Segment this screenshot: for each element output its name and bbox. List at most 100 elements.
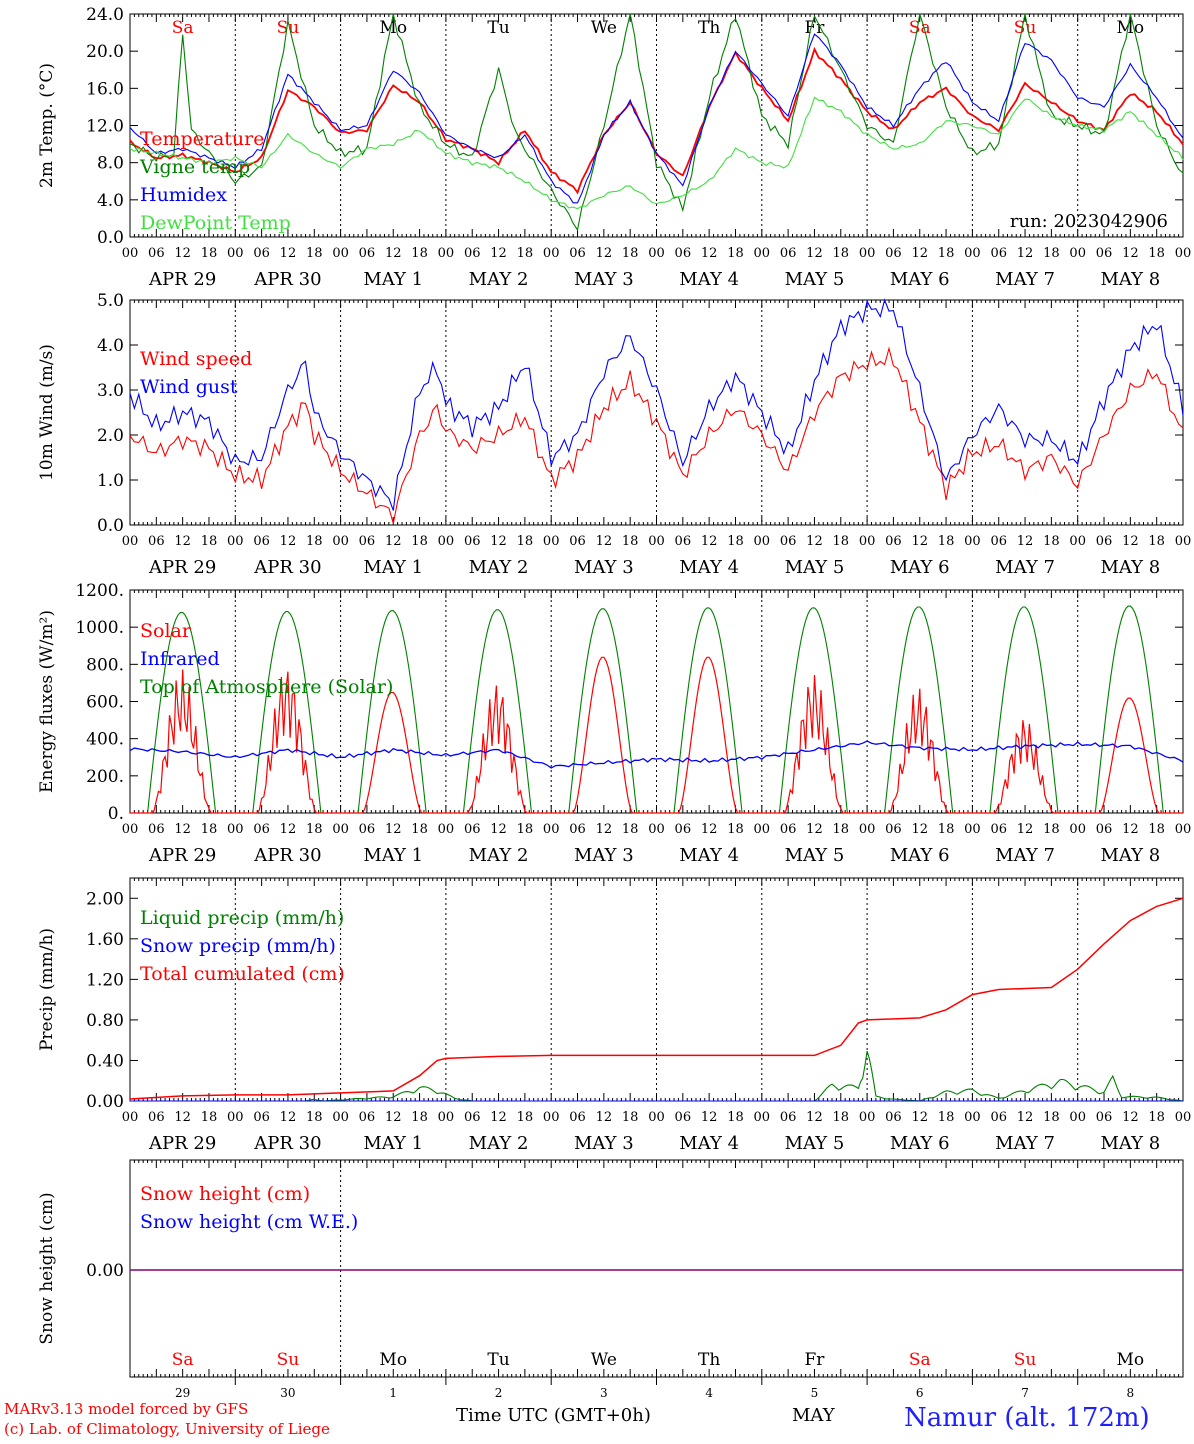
weekday-label: We <box>591 1350 617 1370</box>
weekday-label: Mo <box>379 1350 407 1370</box>
hour-tick-label: 18 <box>622 534 639 549</box>
hour-tick-label: 12 <box>701 1110 718 1125</box>
panel-1 <box>129 13 1184 238</box>
hour-tick-label: 00 <box>438 534 455 549</box>
series-total-cumulated-cm- <box>129 897 1184 1100</box>
legend-wind-speed: Wind speed <box>140 348 252 370</box>
hour-tick-label: 00 <box>859 246 876 261</box>
hour-tick-label: 00 <box>1175 534 1192 549</box>
date-label: MAY 2 <box>469 269 529 290</box>
hour-tick-label: 06 <box>1096 822 1113 837</box>
legend-snow-precip-mm-h-: Snow precip (mm/h) <box>140 935 336 957</box>
hour-tick-label: 06 <box>253 246 270 261</box>
legend-top-of-atmosphere-solar-: Top of Atmosphere (Solar) <box>140 676 393 698</box>
weekday-label: We <box>591 18 617 38</box>
y-tick-label: 1200. <box>75 581 124 601</box>
hour-tick-label: 00 <box>1069 1110 1086 1125</box>
date-label: APR 30 <box>253 269 321 290</box>
hour-tick-label: 06 <box>1096 1110 1113 1125</box>
hour-tick-label: 18 <box>306 534 323 549</box>
hour-tick-label: 00 <box>543 1110 560 1125</box>
hour-tick-label: 18 <box>306 822 323 837</box>
hour-tick-label: 18 <box>1043 246 1060 261</box>
legend-liquid-precip-mm-h-: Liquid precip (mm/h) <box>140 907 344 929</box>
hour-tick-label: 12 <box>1122 534 1139 549</box>
hour-tick-label: 12 <box>806 534 823 549</box>
series-dewpoint-temp <box>129 96 1184 210</box>
hour-tick-label: 00 <box>438 822 455 837</box>
hour-tick-label: 12 <box>490 1110 507 1125</box>
hour-tick-label: 12 <box>701 822 718 837</box>
hour-tick-label: 18 <box>1043 534 1060 549</box>
y-tick-label: 4.0 <box>97 191 124 211</box>
hour-tick-label: 06 <box>1096 534 1113 549</box>
y-axis-label: 10m Wind (m/s) <box>37 344 57 481</box>
date-label: MAY 3 <box>574 1133 634 1154</box>
hour-tick-label: 18 <box>411 534 428 549</box>
hour-tick-label: 18 <box>517 822 534 837</box>
hour-tick-label: 00 <box>859 534 876 549</box>
hour-tick-label: 06 <box>464 246 481 261</box>
date-label: MAY 7 <box>995 845 1055 866</box>
y-tick-label: 1.20 <box>86 970 124 990</box>
hour-tick-label: 12 <box>280 822 297 837</box>
legend-total-cumulated-cm-: Total cumulated (cm) <box>140 963 345 985</box>
hour-tick-label: 06 <box>148 534 165 549</box>
hour-tick-label: 18 <box>727 534 744 549</box>
y-tick-label: 3.0 <box>97 381 124 401</box>
date-label: MAY 2 <box>469 557 529 578</box>
hour-tick-label: 12 <box>280 534 297 549</box>
date-label: MAY 7 <box>995 557 1055 578</box>
date-label: MAY 8 <box>1100 557 1160 578</box>
hour-tick-label: 00 <box>754 246 771 261</box>
panel-2 <box>129 299 1184 526</box>
hour-tick-label: 00 <box>648 246 665 261</box>
hour-tick-label: 00 <box>964 822 981 837</box>
run-annotation: run: 2023042906 <box>1010 211 1168 232</box>
y-tick-label: 16.0 <box>86 79 124 99</box>
date-label: MAY 4 <box>679 557 739 578</box>
x-axis-label: Time UTC (GMT+0h) <box>456 1405 651 1426</box>
hour-tick-label: 06 <box>569 1110 586 1125</box>
hour-tick-label: 12 <box>596 534 613 549</box>
hour-tick-label: 06 <box>253 822 270 837</box>
hour-tick-label: 18 <box>1148 1110 1165 1125</box>
hour-tick-label: 06 <box>885 246 902 261</box>
hour-tick-label: 12 <box>1122 246 1139 261</box>
hour-tick-label: 00 <box>122 246 139 261</box>
hour-tick-label: 18 <box>201 1110 218 1125</box>
day-number-label: 5 <box>811 1386 819 1400</box>
hour-tick-label: 00 <box>332 534 349 549</box>
hour-tick-label: 18 <box>938 1110 955 1125</box>
month-label: MAY <box>792 1405 835 1426</box>
hour-tick-label: 06 <box>780 1110 797 1125</box>
y-tick-label: 0. <box>108 804 124 824</box>
hour-tick-label: 06 <box>359 822 376 837</box>
date-label: MAY 5 <box>785 1133 845 1154</box>
y-axis-label: 2m Temp. (°C) <box>37 63 57 188</box>
hour-tick-label: 12 <box>1017 534 1034 549</box>
day-number-label: 4 <box>705 1386 713 1400</box>
weekday-label: Su <box>277 1350 300 1370</box>
legend-solar: Solar <box>140 620 192 642</box>
weekday-label: Th <box>698 18 720 38</box>
date-label: APR 30 <box>253 557 321 578</box>
hour-tick-label: 00 <box>1175 822 1192 837</box>
date-label: MAY 5 <box>785 269 845 290</box>
hour-tick-label: 12 <box>1122 822 1139 837</box>
hour-tick-label: 06 <box>464 534 481 549</box>
hour-tick-label: 18 <box>938 822 955 837</box>
weekday-label: Tu <box>487 1350 509 1370</box>
hour-tick-label: 12 <box>490 246 507 261</box>
hour-tick-label: 06 <box>885 822 902 837</box>
hour-tick-label: 18 <box>1043 1110 1060 1125</box>
hour-tick-label: 18 <box>938 534 955 549</box>
weekday-label: Sa <box>909 18 931 38</box>
date-label: MAY 7 <box>995 1133 1055 1154</box>
hour-tick-label: 00 <box>543 246 560 261</box>
hour-tick-label: 00 <box>1175 246 1192 261</box>
hour-tick-label: 12 <box>280 246 297 261</box>
day-number-label: 2 <box>495 1386 503 1400</box>
hour-tick-label: 06 <box>990 822 1007 837</box>
y-tick-label: 0.40 <box>86 1051 124 1071</box>
